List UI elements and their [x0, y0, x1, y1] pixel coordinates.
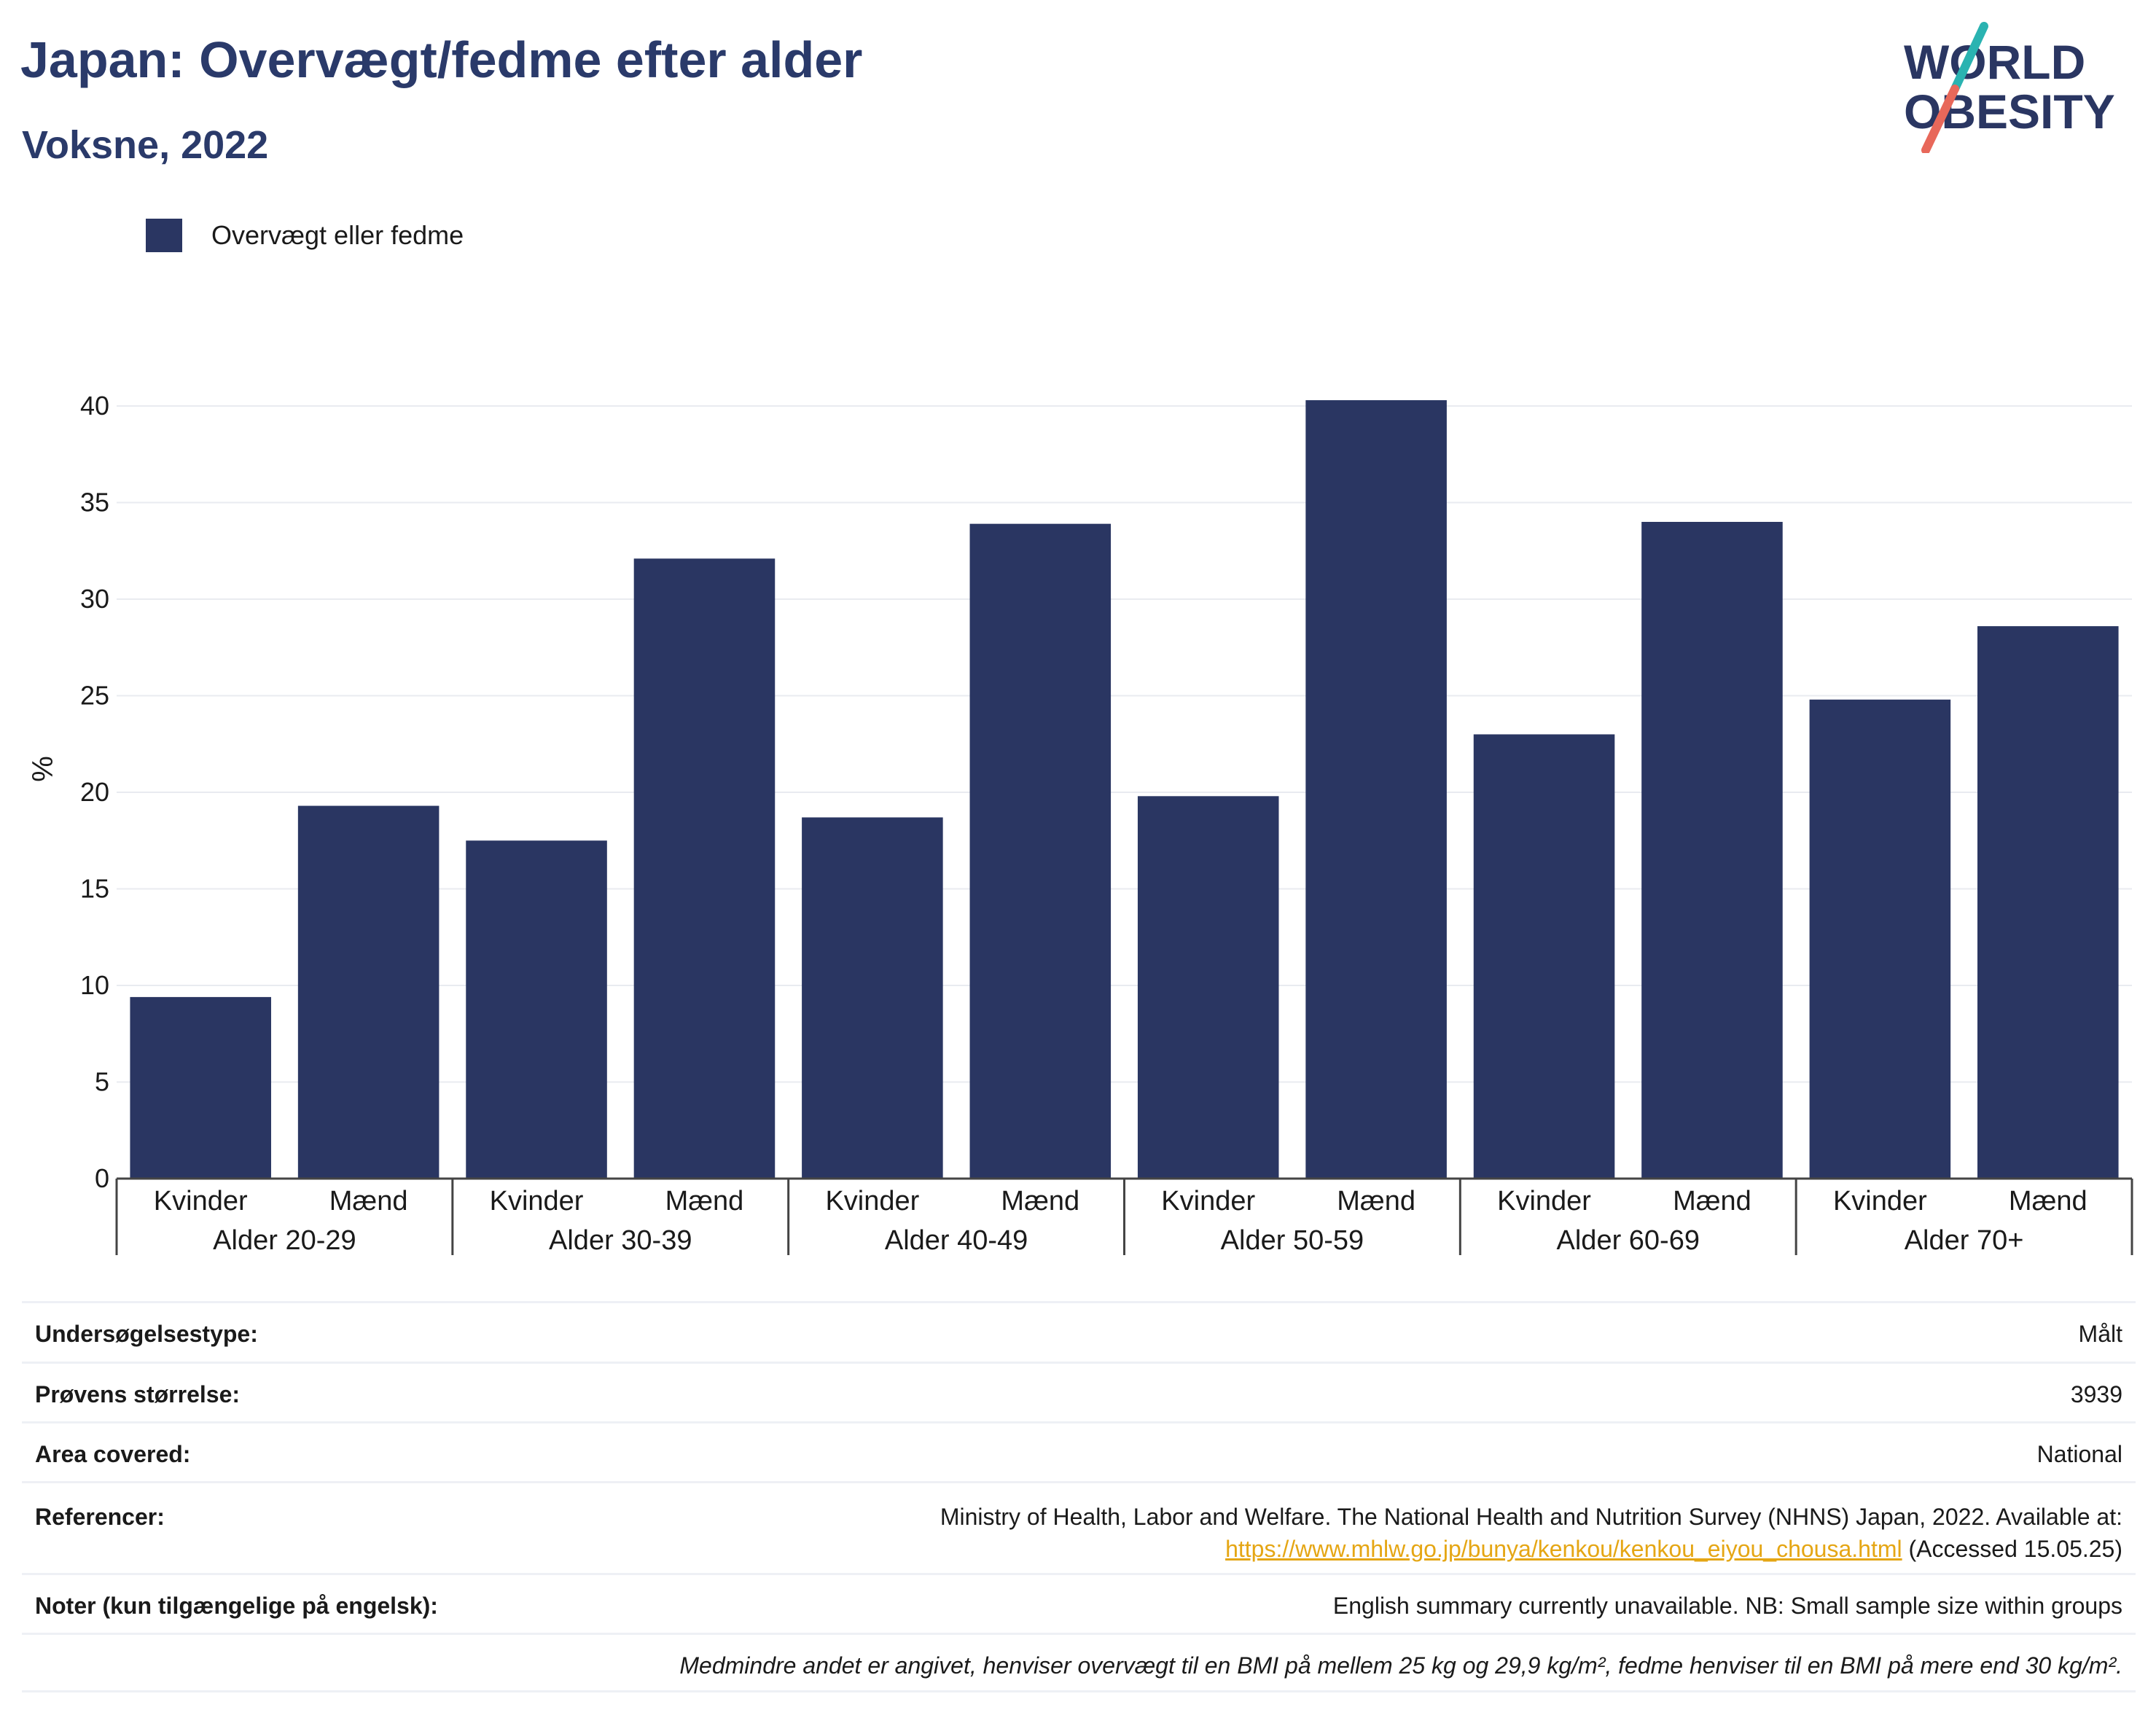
y-tick-label: 10: [80, 970, 109, 1000]
area-value: National: [2036, 1441, 2122, 1467]
references-label: Referencer:: [35, 1504, 165, 1530]
x-category-label: Mænd: [2009, 1186, 2087, 1216]
info-row-survey-type: Undersøgelsestype: Målt: [22, 1301, 2136, 1362]
references-link[interactable]: https://www.mhlw.go.jp/bunya/kenkou/kenk…: [1225, 1536, 1902, 1562]
y-tick-label: 40: [80, 391, 109, 421]
y-tick-label: 30: [80, 584, 109, 614]
x-group-label: Alder 40-49: [885, 1225, 1028, 1256]
area-label: Area covered:: [35, 1441, 191, 1467]
x-category-label: Kvinder: [825, 1186, 919, 1216]
survey-type-value: Målt: [2078, 1321, 2122, 1347]
sample-size-value: 3939: [2070, 1381, 2122, 1407]
y-axis-label: %: [27, 756, 59, 782]
notes-value: English summary currently unavailable. N…: [1332, 1593, 2122, 1619]
bar: [466, 840, 607, 1179]
bar: [1641, 522, 1783, 1179]
x-category-label: Kvinder: [154, 1186, 248, 1216]
world-obesity-logo: WORLD OBESITY: [1904, 22, 2115, 153]
notes-label: Noter (kun tilgængelige på engelsk):: [35, 1593, 438, 1619]
y-tick-label: 0: [95, 1163, 109, 1193]
legend: Overvægt eller fedme: [146, 219, 464, 252]
legend-label: Overvægt eller fedme: [211, 220, 464, 250]
references-text: Ministry of Health, Labor and Welfare. T…: [940, 1504, 2122, 1530]
bar: [1977, 626, 2119, 1179]
bar-chart: 0 5 10 15 20 25 30 35 40% Kvinder Mænd Kvinder Mænd K…: [27, 391, 2133, 1256]
x-category-label: Kvinder: [1833, 1186, 1927, 1216]
references-accessed: (Accessed 15.05.25): [1908, 1536, 2123, 1562]
x-category-label: Mænd: [1673, 1186, 1751, 1216]
x-category-label: Mænd: [1001, 1186, 1079, 1216]
chart-subtitle: Voksne, 2022: [22, 123, 269, 167]
bar: [802, 817, 943, 1179]
bar: [1809, 699, 1951, 1179]
sample-size-label: Prøvens størrelse:: [35, 1381, 241, 1407]
info-row-sample-size: Prøvens størrelse: 3939: [22, 1362, 2136, 1421]
x-category-label: Mænd: [329, 1186, 408, 1216]
bar: [1137, 796, 1279, 1179]
logo-slash-coral: [1921, 85, 1959, 153]
bar: [297, 805, 440, 1179]
x-group-label: Alder 70+: [1905, 1225, 2024, 1256]
logo-text-world: WORLD: [1904, 35, 2085, 89]
info-row-area: Area covered: National: [22, 1421, 2136, 1481]
y-tick-label: 20: [80, 777, 109, 807]
y-tick-label: 15: [80, 874, 109, 904]
x-group-label: Alder 50-59: [1221, 1225, 1364, 1256]
bar: [1305, 400, 1447, 1179]
chart-title: Japan: Overvægt/fedme efter alder: [20, 31, 863, 88]
x-category-label: Mænd: [665, 1186, 744, 1216]
y-tick-label: 35: [80, 488, 109, 518]
logo-slash-teal: [1950, 22, 1988, 93]
info-row-references: Referencer: Ministry of Health, Labor an…: [22, 1481, 2136, 1573]
legend-swatch: [146, 219, 182, 252]
survey-type-label: Undersøgelsestype:: [35, 1321, 258, 1347]
bar: [633, 558, 776, 1179]
info-row-notes: Noter (kun tilgængelige på engelsk): Eng…: [22, 1573, 2136, 1633]
bar: [1473, 734, 1615, 1179]
x-category-label: Kvinder: [1497, 1186, 1591, 1216]
y-tick-label: 5: [95, 1067, 109, 1097]
x-category-label: Mænd: [1337, 1186, 1415, 1216]
y-tick-label: 25: [80, 681, 109, 711]
x-group-label: Alder 30-39: [549, 1225, 692, 1256]
definition-text: Medmindre andet er angivet, henviser ove…: [679, 1652, 2122, 1679]
x-category-label: Kvinder: [1161, 1186, 1255, 1216]
x-category-label: Kvinder: [490, 1186, 584, 1216]
bar: [130, 996, 271, 1179]
bar: [969, 523, 1112, 1179]
info-table: Undersøgelsestype: Målt Prøvens størrels…: [22, 1301, 2136, 1692]
x-group-label: Alder 20-29: [213, 1225, 356, 1256]
x-group-label: Alder 60-69: [1557, 1225, 1700, 1256]
references-value: Ministry of Health, Labor and Welfare. T…: [940, 1501, 2122, 1565]
info-row-definition: Medmindre andet er angivet, henviser ove…: [22, 1633, 2136, 1692]
